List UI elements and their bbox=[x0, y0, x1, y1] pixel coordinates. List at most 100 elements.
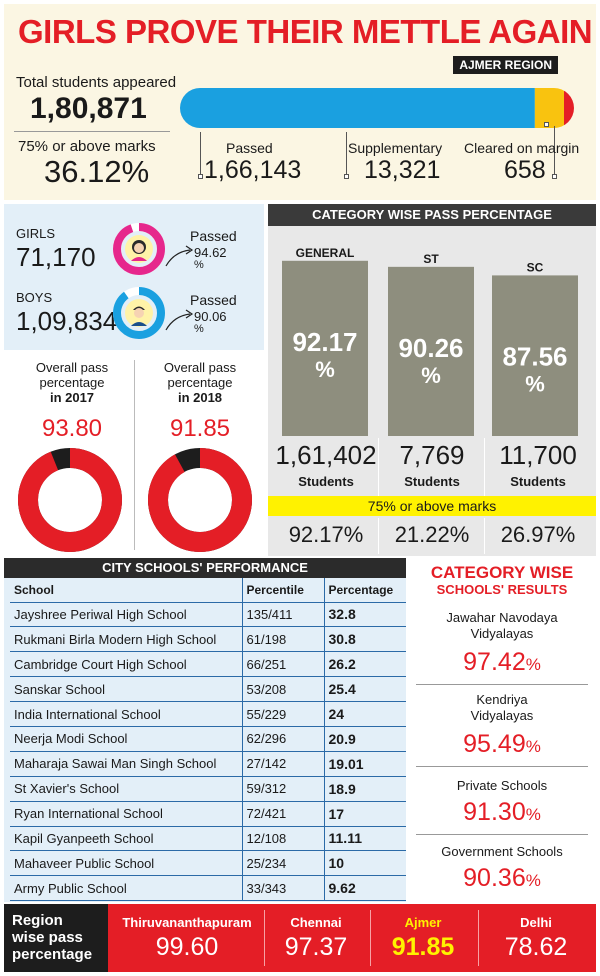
percentile-cell: 59/312 bbox=[241, 776, 324, 802]
boys-pass-arc bbox=[113, 287, 165, 339]
table-row: Kapil Gyanpeeth School 12/108 11.11 bbox=[10, 826, 406, 852]
percentile-cell: 25/234 bbox=[241, 850, 324, 877]
girls-pct-sign: % bbox=[194, 259, 204, 271]
region-sep-1 bbox=[264, 910, 265, 966]
schools-results-subtitle: SCHOOLS' RESULTS bbox=[436, 582, 568, 597]
category-sep-1 bbox=[378, 438, 379, 496]
region-value: 97.37 bbox=[284, 933, 348, 961]
city-schools-heading: CITY SCHOOLS' PERFORMANCE bbox=[4, 558, 406, 578]
table-row: Ryan International School 72/421 17 bbox=[10, 801, 406, 827]
percentile-cell: 135/411 bbox=[241, 602, 324, 628]
margin-connector-top-dot bbox=[544, 122, 549, 127]
col-percentile: Percentile bbox=[241, 578, 324, 603]
above75-value: 36.12% bbox=[44, 154, 150, 189]
category-bar-general bbox=[282, 260, 368, 436]
overall-2018-head-line3: in 2018 bbox=[177, 390, 223, 405]
margin-segment bbox=[564, 88, 574, 128]
private-value-number: 91.30 bbox=[463, 798, 526, 826]
overall-2017-heading: Overall pass percentage in 2017 bbox=[12, 360, 132, 405]
st-above75-pct: 21.22% bbox=[394, 522, 470, 547]
region-footer-label-line1: Region bbox=[12, 912, 63, 929]
jnv-name-line1: Jawahar Navodaya bbox=[446, 610, 558, 625]
region-name: Delhi bbox=[520, 915, 552, 930]
table-row: Neerja Modi School 62/296 20.9 bbox=[10, 726, 406, 752]
table-header-row: School Percentile Percentage bbox=[10, 578, 406, 603]
gender-panel: GIRLS 71,170 Passed 94.62% BOYS 1,09,834… bbox=[4, 204, 264, 350]
school-name-cell: Maharaja Sawai Man Singh School bbox=[10, 751, 242, 777]
girls-passed-pct-value: 94.62 bbox=[194, 245, 227, 260]
page-title: GIRLS PROVE THEIR METTLE AGAIN bbox=[18, 13, 593, 50]
sc-students-count: 11,700 bbox=[499, 440, 577, 470]
kv-value-number: 95.49 bbox=[463, 730, 526, 758]
margin-value: 658 bbox=[504, 156, 546, 184]
school-name-cell: Sanskar School bbox=[10, 676, 242, 703]
result-split-bar bbox=[180, 84, 580, 132]
region-name: Thiruvananthapuram bbox=[122, 915, 252, 930]
region-footer-label-line3: percentage bbox=[12, 946, 93, 963]
girl-face-shape bbox=[134, 243, 144, 253]
kv-value: 95.49% bbox=[408, 730, 596, 761]
boys-label: BOYS bbox=[16, 290, 53, 305]
region-delhi: Delhi 78.62 bbox=[480, 904, 592, 972]
category-above75-label: 75% or above marks bbox=[268, 496, 596, 516]
school-name-cell: Mahaveer Public School bbox=[10, 850, 242, 877]
percentile-cell: 12/108 bbox=[241, 826, 324, 852]
boys-passed-label: Passed bbox=[190, 292, 237, 308]
total-students-label: Total students appeared bbox=[16, 74, 177, 91]
table-row: Rukmani Birla Modern High School 61/198 30… bbox=[10, 626, 406, 653]
percentile-cell: 55/229 bbox=[241, 701, 324, 727]
girls-arrow-icon bbox=[165, 245, 194, 267]
overall-2018-head-line2: percentage bbox=[167, 375, 233, 390]
schools-results-panel: CATEGORY WISE SCHOOLS' RESULTS Jawahar N… bbox=[408, 558, 596, 902]
col-percentage: Percentage bbox=[323, 578, 406, 603]
supplementary-connector bbox=[346, 132, 347, 178]
girls-pass-arc bbox=[113, 223, 165, 275]
region-badge: AJMER REGION bbox=[453, 56, 558, 74]
st-students-word: Students bbox=[404, 474, 460, 489]
passed-connector bbox=[200, 132, 201, 178]
category-value-general: 92.17 bbox=[292, 327, 357, 357]
overall-2018-donut bbox=[148, 448, 252, 552]
category-label-general: GENERAL bbox=[296, 246, 355, 260]
schools-results-title: CATEGORY WISE bbox=[430, 563, 574, 582]
supplementary-value: 13,321 bbox=[364, 156, 441, 184]
percentile-cell: 53/208 bbox=[241, 676, 324, 703]
margin-label: Cleared on margin bbox=[464, 140, 580, 156]
category-unit-sc: % bbox=[525, 371, 545, 396]
st-students-count: 7,769 bbox=[399, 440, 465, 470]
school-name-cell: Neerja Modi School bbox=[10, 726, 242, 752]
region-thiruvananthapuram: Thiruvananthapuram 99.60 bbox=[112, 904, 262, 972]
region-footer: Region wise pass percentage Thiruvananth… bbox=[4, 904, 596, 972]
supplementary-segment bbox=[534, 88, 564, 128]
region-value: 99.60 bbox=[155, 933, 219, 961]
supplementary-connector-dot bbox=[344, 174, 349, 179]
sc-above75-pct: 26.97% bbox=[500, 522, 576, 547]
school-name-cell: Rukmani Birla Modern High School bbox=[10, 626, 242, 653]
category-label-st: ST bbox=[423, 252, 439, 266]
boys-ring-chart bbox=[113, 287, 165, 339]
overall-2018-head-line1: Overall pass bbox=[163, 360, 237, 375]
overall-2017-pass-arc bbox=[18, 448, 122, 552]
category-unit-general: % bbox=[315, 357, 335, 382]
summary-divider bbox=[14, 131, 170, 132]
percentage-cell: 10 bbox=[323, 850, 406, 877]
percentile-cell: 72/421 bbox=[241, 801, 324, 827]
percentage-cell: 25.4 bbox=[323, 676, 406, 703]
region-ajmer: Ajmer 91.85 bbox=[372, 904, 474, 972]
overall-2018-pass-arc bbox=[148, 448, 252, 552]
school-name-cell: India International School bbox=[10, 701, 242, 727]
overall-2018-heading: Overall pass percentage in 2018 bbox=[140, 360, 260, 405]
percentage-cell: 18.9 bbox=[323, 776, 406, 802]
private-name: Private Schools bbox=[456, 778, 548, 793]
overall-2017-donut bbox=[18, 448, 122, 552]
result-split-svg bbox=[180, 88, 574, 128]
schools-results-divider-3 bbox=[416, 834, 588, 835]
percentage-cell: 9.62 bbox=[323, 875, 406, 902]
summary-panel: GIRLS PROVE THEIR METTLE AGAIN AJMER REG… bbox=[4, 4, 596, 200]
overall-2017-head-line1: Overall pass bbox=[35, 360, 109, 375]
percentage-cell: 11.11 bbox=[323, 826, 406, 852]
school-name-cell: Army Public School bbox=[10, 875, 242, 902]
region-footer-label-line2: wise pass bbox=[12, 929, 83, 946]
table-row: Maharaja Sawai Man Singh School 27/142 19.… bbox=[10, 751, 406, 777]
girls-label: GIRLS bbox=[16, 226, 56, 241]
